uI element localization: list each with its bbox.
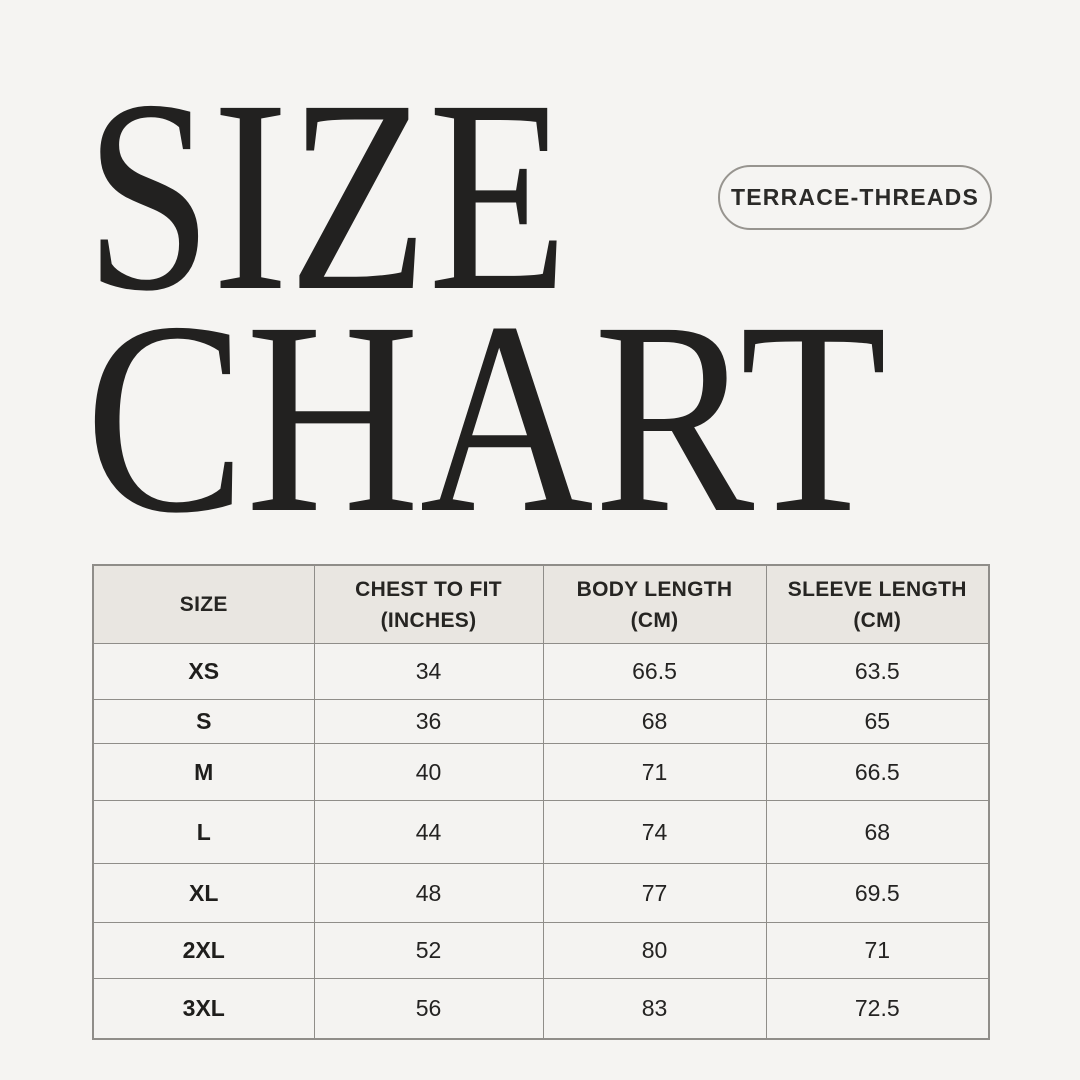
body-length-value: 66.5 <box>542 643 767 700</box>
body-length-value: 83 <box>542 978 767 1040</box>
table-row-l: L 44 74 68 <box>92 800 990 864</box>
size-table: SIZE CHEST TO FIT (INCHES) BODY LENGTH (… <box>92 564 990 1040</box>
page-title: SIZE CHART <box>85 44 887 560</box>
header-body-line2: (CM) <box>630 608 679 632</box>
sleeve-length-value: 66.5 <box>765 743 990 801</box>
brand-badge: TERRACE-THREADS <box>718 165 992 230</box>
sleeve-length-value: 63.5 <box>765 643 990 700</box>
size-table-header: SIZE CHEST TO FIT (INCHES) BODY LENGTH (… <box>92 564 990 644</box>
size-label: XL <box>92 863 315 923</box>
size-label: 2XL <box>92 922 315 979</box>
title-line-chart: CHART <box>85 266 887 560</box>
header-size-line1: SIZE <box>179 593 228 616</box>
header-row: SIZE CHEST TO FIT (INCHES) BODY LENGTH (… <box>92 564 990 644</box>
table-row-s: S 36 68 65 <box>92 699 990 744</box>
sleeve-length-value: 69.5 <box>765 863 990 923</box>
sleeve-length-value: 68 <box>765 800 990 864</box>
body-length-value: 74 <box>542 800 767 864</box>
size-label: 3XL <box>92 978 315 1040</box>
header-cell-chest: CHEST TO FIT (INCHES) <box>313 564 544 644</box>
header-cell-sleeve-length: SLEEVE LENGTH (CM) <box>765 564 990 644</box>
body-length-value: 80 <box>542 922 767 979</box>
chest-value: 48 <box>313 863 544 923</box>
size-label: L <box>92 800 315 864</box>
title-line-size: SIZE <box>85 44 568 348</box>
table-row-3xl: 3XL 56 83 72.5 <box>92 978 990 1040</box>
header-chest-line2: (INCHES) <box>380 608 477 632</box>
chest-value: 34 <box>313 643 544 700</box>
sleeve-length-value: 71 <box>765 922 990 979</box>
chest-value: 36 <box>313 699 544 744</box>
header-cell-body-length: BODY LENGTH (CM) <box>542 564 767 644</box>
table-row-2xl: 2XL 52 80 71 <box>92 922 990 979</box>
header-chest-line1: CHEST TO FIT <box>355 577 502 601</box>
header-body-line1: BODY LENGTH <box>576 577 733 601</box>
header-sleeve-line1: SLEEVE LENGTH <box>787 577 967 601</box>
header-sleeve-line2: (CM) <box>853 608 902 632</box>
size-label: S <box>92 699 315 744</box>
sleeve-length-value: 65 <box>765 699 990 744</box>
table-row-xs: XS 34 66.5 63.5 <box>92 643 990 700</box>
chest-value: 52 <box>313 922 544 979</box>
size-label: XS <box>92 643 315 700</box>
header-cell-size: SIZE <box>92 564 315 644</box>
chest-value: 56 <box>313 978 544 1040</box>
chest-value: 40 <box>313 743 544 801</box>
brand-badge-label: TERRACE-THREADS <box>731 184 979 210</box>
size-table-body: XS 34 66.5 63.5 S 36 68 65 M 40 71 66.5 … <box>92 643 990 1040</box>
table-row-m: M 40 71 66.5 <box>92 743 990 801</box>
chest-value: 44 <box>313 800 544 864</box>
table-row-xl: XL 48 77 69.5 <box>92 863 990 923</box>
body-length-value: 71 <box>542 743 767 801</box>
sleeve-length-value: 72.5 <box>765 978 990 1040</box>
body-length-value: 68 <box>542 699 767 744</box>
body-length-value: 77 <box>542 863 767 923</box>
size-label: M <box>92 743 315 801</box>
